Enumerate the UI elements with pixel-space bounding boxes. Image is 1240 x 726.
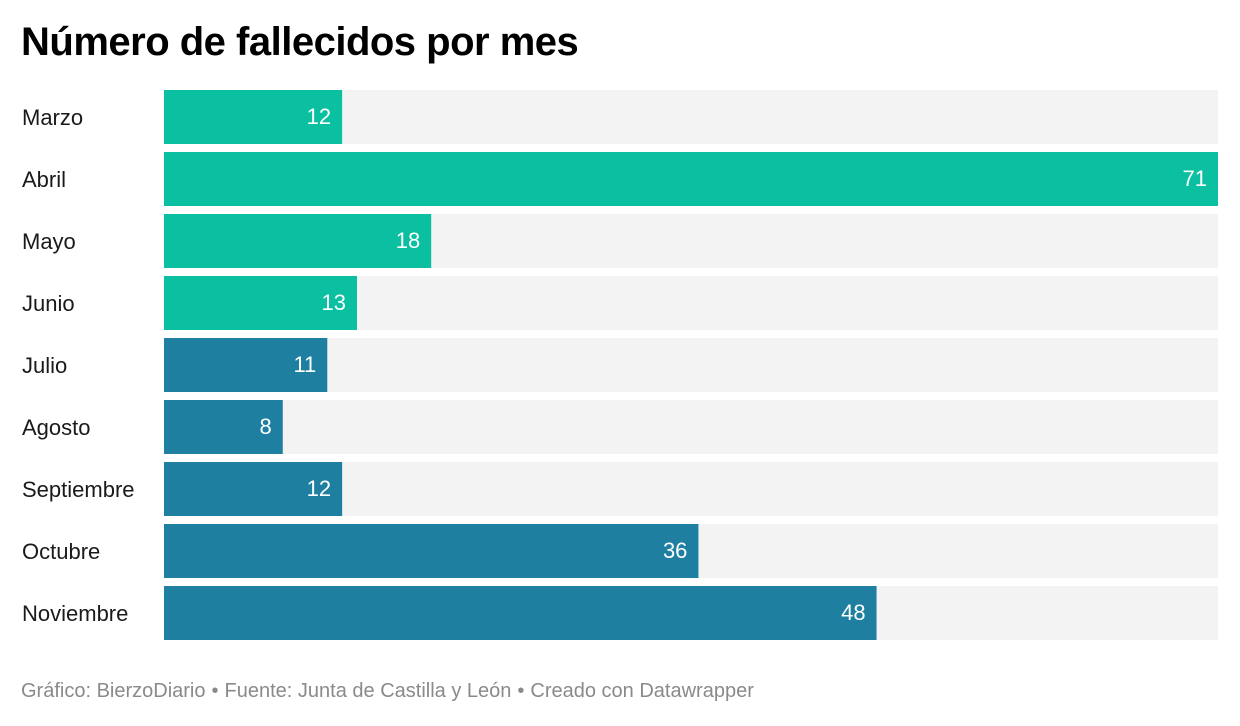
bar	[164, 90, 343, 144]
value-label: 8	[260, 414, 272, 439]
value-label: 18	[396, 228, 420, 253]
value-label: 12	[307, 476, 331, 501]
bar	[164, 276, 357, 330]
bar-row: Julio 11	[22, 338, 1218, 392]
bar	[164, 338, 328, 392]
footer-separator: •	[517, 680, 525, 702]
bar	[164, 152, 1218, 206]
category-label: Julio	[22, 353, 67, 378]
category-label: Junio	[22, 291, 75, 316]
bar-row: Mayo 18	[22, 214, 1218, 268]
bar-track	[164, 400, 1218, 454]
bar	[164, 400, 283, 454]
bar-row: Octubre 36	[22, 524, 1218, 578]
chart-title: Número de fallecidos por mes	[21, 20, 579, 64]
value-label: 36	[663, 538, 687, 563]
bar	[164, 462, 343, 516]
bar-row: Noviembre 48	[22, 586, 1218, 640]
footer-separator: •	[211, 680, 219, 702]
category-label: Septiembre	[22, 477, 135, 502]
category-label: Noviembre	[22, 601, 128, 626]
value-label: 13	[322, 290, 346, 315]
category-label: Agosto	[22, 415, 91, 440]
bar-row: Agosto 8	[22, 400, 1218, 454]
category-label: Octubre	[22, 539, 100, 564]
footer-tool: Creado con Datawrapper	[530, 680, 754, 702]
bar-row: Marzo 12	[22, 90, 1218, 144]
bar	[164, 214, 432, 268]
bar-row: Junio 13	[22, 276, 1218, 330]
bar-row: Abril 71	[22, 152, 1218, 206]
category-label: Marzo	[22, 105, 83, 130]
bar	[164, 524, 699, 578]
footer-source: Fuente: Junta de Castilla y León	[224, 680, 512, 702]
value-label: 71	[1183, 166, 1207, 191]
value-label: 12	[307, 104, 331, 129]
bar-row: Septiembre 12	[22, 462, 1218, 516]
footer-credit: Gráfico: BierzoDiario	[21, 680, 206, 702]
value-label: 48	[841, 600, 865, 625]
chart-footer: Gráfico: BierzoDiario • Fuente: Junta de C…	[21, 680, 754, 703]
bar-track	[164, 338, 1218, 392]
bar	[164, 586, 877, 640]
value-label: 11	[293, 352, 316, 377]
category-label: Mayo	[22, 229, 76, 254]
category-label: Abril	[22, 167, 66, 192]
